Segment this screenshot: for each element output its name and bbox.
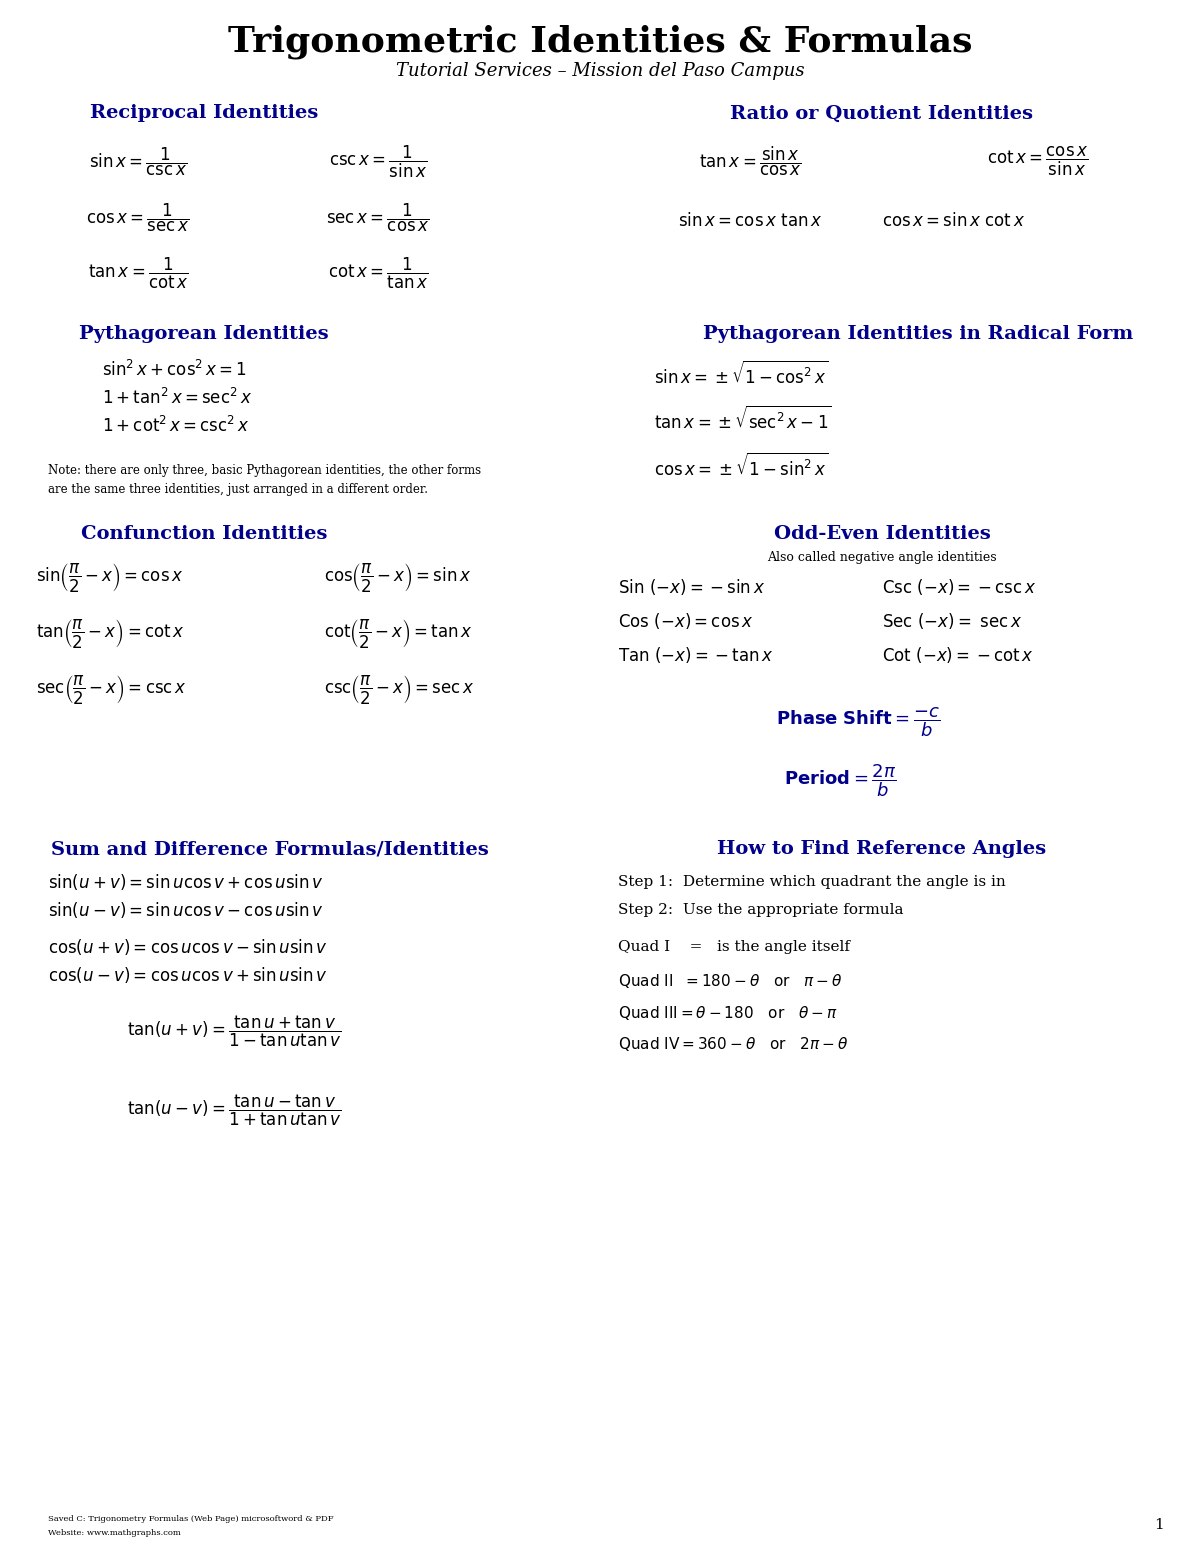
Text: $\sin(u + v) = \sin u \cos v + \cos u \sin v$: $\sin(u + v) = \sin u \cos v + \cos u \s… [48,873,324,891]
Text: $\cot x = \dfrac{\cos x}{\sin x}$: $\cot x = \dfrac{\cos x}{\sin x}$ [988,144,1088,179]
Text: Ratio or Quotient Identities: Ratio or Quotient Identities [731,104,1033,123]
Text: $\mathbf{Period} = \dfrac{2\pi}{b}$: $\mathbf{Period} = \dfrac{2\pi}{b}$ [784,763,896,800]
Text: Saved C: Trigonometry Formulas (Web Page) microsoftword & PDF: Saved C: Trigonometry Formulas (Web Page… [48,1514,334,1523]
Text: $\csc\!\left(\dfrac{\pi}{2} - x\right) = \sec x$: $\csc\!\left(\dfrac{\pi}{2} - x\right) =… [324,672,475,707]
Text: $\mathrm{Csc}\ (-x) = -\csc x$: $\mathrm{Csc}\ (-x) = -\csc x$ [882,578,1036,596]
Text: $\mathrm{Quad\ II\ \ } = 180 - \theta\quad\mathrm{or}\quad \pi - \theta$: $\mathrm{Quad\ II\ \ } = 180 - \theta\qu… [618,972,842,991]
Text: 1: 1 [1154,1517,1164,1533]
Text: Website: www.mathgraphs.com: Website: www.mathgraphs.com [48,1528,181,1537]
Text: $\mathrm{Quad\ III} = \theta - 180\quad\mathrm{or}\quad \theta - \pi$: $\mathrm{Quad\ III} = \theta - 180\quad\… [618,1003,838,1022]
Text: $\sin\!\left(\dfrac{\pi}{2} - x\right) = \cos x$: $\sin\!\left(\dfrac{\pi}{2} - x\right) =… [36,561,184,595]
Text: are the same three identities, just arranged in a different order.: are the same three identities, just arra… [48,483,428,495]
Text: $\mathrm{Quad\ IV} = 360 - \theta\quad\mathrm{or}\quad 2\pi - \theta$: $\mathrm{Quad\ IV} = 360 - \theta\quad\m… [618,1034,848,1053]
Text: Reciprocal Identities: Reciprocal Identities [90,104,318,123]
Text: $\tan x = \dfrac{\sin x}{\cos x}$: $\tan x = \dfrac{\sin x}{\cos x}$ [698,144,802,179]
Text: $\tan\!\left(\dfrac{\pi}{2} - x\right) = \cot x$: $\tan\!\left(\dfrac{\pi}{2} - x\right) =… [36,617,185,651]
Text: $\sin^2 x + \cos^2 x = 1$: $\sin^2 x + \cos^2 x = 1$ [102,360,247,379]
Text: Note: there are only three, basic Pythagorean identities, the other forms: Note: there are only three, basic Pythag… [48,464,481,477]
Text: $\mathrm{Cot}\ (-x) = -\cot x$: $\mathrm{Cot}\ (-x) = -\cot x$ [882,646,1033,665]
Text: $\tan(u - v) = \dfrac{\tan u - \tan v}{1 + \tan u \tan v}$: $\tan(u - v) = \dfrac{\tan u - \tan v}{1… [126,1093,342,1127]
Text: $\sin x = \dfrac{1}{\csc x}$: $\sin x = \dfrac{1}{\csc x}$ [89,146,187,177]
Text: Step 1:  Determine which quadrant the angle is in: Step 1: Determine which quadrant the ang… [618,874,1006,890]
Text: Quad I    =   is the angle itself: Quad I = is the angle itself [618,940,850,955]
Text: Also called negative angle identities: Also called negative angle identities [767,551,997,564]
Text: $\tan(u + v) = \dfrac{\tan u + \tan v}{1 - \tan u \tan v}$: $\tan(u + v) = \dfrac{\tan u + \tan v}{1… [126,1014,342,1048]
Text: $\cot\!\left(\dfrac{\pi}{2} - x\right) = \tan x$: $\cot\!\left(\dfrac{\pi}{2} - x\right) =… [324,617,473,651]
Text: Pythagorean Identities in Radical Form: Pythagorean Identities in Radical Form [703,325,1133,343]
Text: $\cot x = \dfrac{1}{\tan x}$: $\cot x = \dfrac{1}{\tan x}$ [328,256,428,290]
Text: Tutorial Services – Mission del Paso Campus: Tutorial Services – Mission del Paso Cam… [396,62,804,81]
Text: $\cos\!\left(\dfrac{\pi}{2} - x\right) = \sin x$: $\cos\!\left(\dfrac{\pi}{2} - x\right) =… [324,561,472,595]
Text: How to Find Reference Angles: How to Find Reference Angles [718,840,1046,859]
Text: $\sin(u - v) = \sin u \cos v - \cos u \sin v$: $\sin(u - v) = \sin u \cos v - \cos u \s… [48,901,324,919]
Text: Confunction Identities: Confunction Identities [80,525,328,544]
Text: $\sin x = \cos x\ \tan x$: $\sin x = \cos x\ \tan x$ [678,211,822,230]
Text: $\mathrm{Sin}\ (-x) = -\sin x$: $\mathrm{Sin}\ (-x) = -\sin x$ [618,578,766,596]
Text: Pythagorean Identities: Pythagorean Identities [79,325,329,343]
Text: $\mathbf{Phase\ Shift} = \dfrac{-c}{b}$: $\mathbf{Phase\ Shift} = \dfrac{-c}{b}$ [776,705,940,739]
Text: Step 2:  Use the appropriate formula: Step 2: Use the appropriate formula [618,902,904,918]
Text: $\csc x = \dfrac{1}{\sin x}$: $\csc x = \dfrac{1}{\sin x}$ [329,143,427,180]
Text: $\sin x = \pm\sqrt{1 - \cos^2 x}$: $\sin x = \pm\sqrt{1 - \cos^2 x}$ [654,360,828,388]
Text: $\mathrm{Sec}\ (-x) = \ \sec x$: $\mathrm{Sec}\ (-x) = \ \sec x$ [882,612,1022,631]
Text: $\cos x = \dfrac{1}{\sec x}$: $\cos x = \dfrac{1}{\sec x}$ [86,202,190,233]
Text: Trigonometric Identities & Formulas: Trigonometric Identities & Formulas [228,25,972,59]
Text: $\tan x = \dfrac{1}{\cot x}$: $\tan x = \dfrac{1}{\cot x}$ [88,256,188,290]
Text: Sum and Difference Formulas/Identities: Sum and Difference Formulas/Identities [52,840,488,859]
Text: $\cos x = \pm\sqrt{1 - \sin^2 x}$: $\cos x = \pm\sqrt{1 - \sin^2 x}$ [654,452,828,480]
Text: Odd-Even Identities: Odd-Even Identities [774,525,990,544]
Text: $\cos(u + v) = \cos u \cos v - \sin u \sin v$: $\cos(u + v) = \cos u \cos v - \sin u \s… [48,938,328,957]
Text: $\mathrm{Cos}\ (-x) = \cos x$: $\mathrm{Cos}\ (-x) = \cos x$ [618,612,754,631]
Text: $\tan x = \pm\sqrt{\sec^2 x - 1}$: $\tan x = \pm\sqrt{\sec^2 x - 1}$ [654,405,832,433]
Text: $1 + \cot^2 x = \csc^2 x$: $1 + \cot^2 x = \csc^2 x$ [102,416,250,435]
Text: $\cos(u - v) = \cos u \cos v + \sin u \sin v$: $\cos(u - v) = \cos u \cos v + \sin u \s… [48,966,328,985]
Text: $\sec\!\left(\dfrac{\pi}{2} - x\right) = \csc x$: $\sec\!\left(\dfrac{\pi}{2} - x\right) =… [36,672,187,707]
Text: $\mathrm{Tan}\ (-x) = -\tan x$: $\mathrm{Tan}\ (-x) = -\tan x$ [618,646,774,665]
Text: $\sec x = \dfrac{1}{\cos x}$: $\sec x = \dfrac{1}{\cos x}$ [326,202,430,233]
Text: $\cos x = \sin x\ \cot x$: $\cos x = \sin x\ \cot x$ [882,211,1025,230]
Text: $1 + \tan^2 x = \sec^2 x$: $1 + \tan^2 x = \sec^2 x$ [102,388,252,407]
